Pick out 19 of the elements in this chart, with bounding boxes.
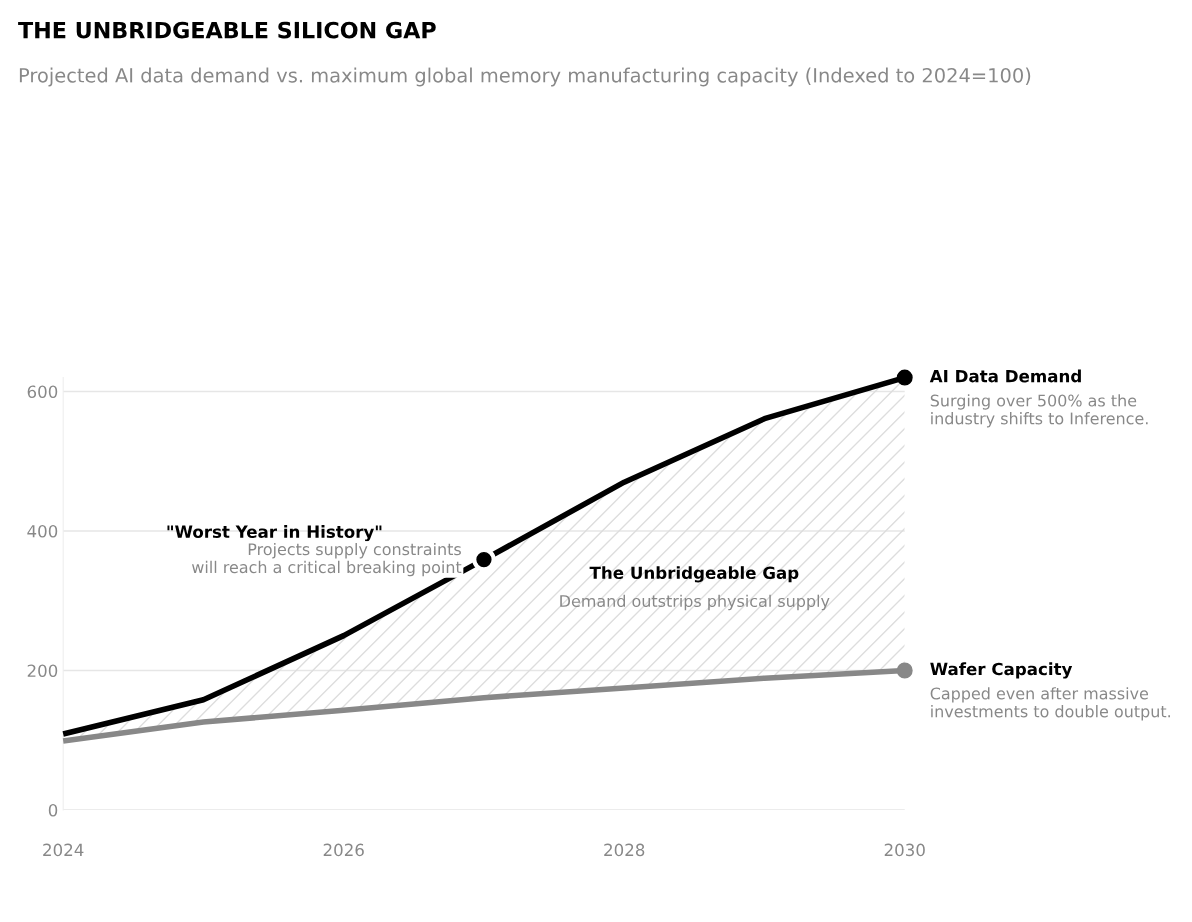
annotation: The Unbridgeable Gap <box>589 566 799 583</box>
text: Surging over 500% as the industry shifts to Inference. <box>930 394 1148 428</box>
y-tick-label: 600 <box>27 385 58 399</box>
annotation: Demand outstrips physical supply <box>560 594 830 611</box>
x-tick-label: 2028 <box>604 843 645 857</box>
point <box>896 662 913 679</box>
y-tick-label: 400 <box>27 524 58 538</box>
y-tick-label: 0 <box>48 803 58 817</box>
series-label: Wafer Capacity <box>930 662 1073 679</box>
x-tick-label: 2024 <box>43 843 84 857</box>
chart-title: THE UNBRIDGEABLE SILICON GAP <box>18 21 436 39</box>
annotation: Projects supply constraints will reach a critical breaking point <box>191 542 462 577</box>
y-tick-label: 200 <box>27 664 58 678</box>
x-tick-label: 2030 <box>884 843 925 857</box>
annotation: "Worst Year in History" <box>167 525 382 542</box>
chart-subtitle: Projected AI data demand vs. maximum global memory manufacturing capacity (Indexed to 2024=100) <box>19 67 1031 87</box>
x-tick-label: 2026 <box>323 843 364 857</box>
text: Capped even after massive investments to double output. <box>930 687 1170 721</box>
series-label: AI Data Demand <box>929 369 1081 383</box>
